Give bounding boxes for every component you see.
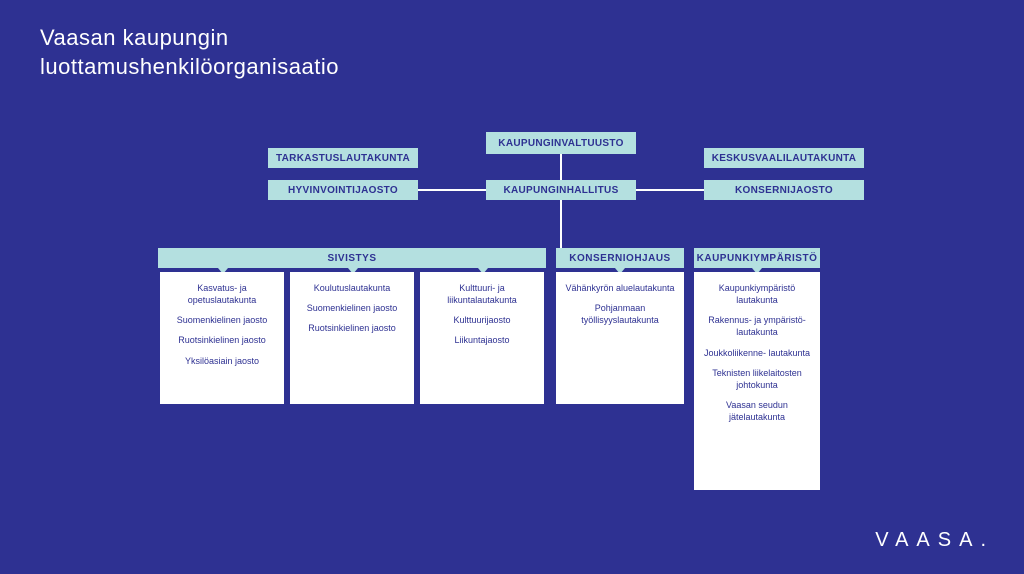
panel-item: Pohjanmaan työllisyyslautakunta xyxy=(562,302,678,326)
node-keskusvaalilautakunta: KESKUSVAALILAUTAKUNTA xyxy=(704,148,864,168)
logo-text: VAASA xyxy=(875,529,980,551)
logo-dot: . xyxy=(980,529,986,551)
panel-kaupunkiymparisto: Kaupunkiympäristö lautakunta Rakennus- j… xyxy=(694,272,820,490)
panel-item: Yksilöasiain jaosto xyxy=(166,355,278,367)
panel-item: Koulutuslautakunta xyxy=(296,282,408,294)
connector xyxy=(560,152,562,180)
panel-item: Teknisten liikelaitosten johtokunta xyxy=(700,367,814,391)
connector xyxy=(560,198,562,248)
panel-item: Kasvatus- ja opetuslautakunta xyxy=(166,282,278,306)
connector xyxy=(635,189,705,191)
panel-item: Suomenkielinen jaosto xyxy=(296,302,408,314)
node-kaupunginvaltuusto: KAUPUNGINVALTUUSTO xyxy=(486,132,636,154)
panel-item: Kaupunkiympäristö lautakunta xyxy=(700,282,814,306)
panel-item: Ruotsinkielinen jaosto xyxy=(296,322,408,334)
brand-logo: VAASA. xyxy=(875,529,986,552)
connector xyxy=(417,189,487,191)
node-konsernijaosto: KONSERNIJAOSTO xyxy=(704,180,864,200)
panel-konserniohjaus: Vähänkyrön aluelautakunta Pohjanmaan työ… xyxy=(556,272,684,404)
header-kaupunkiymparisto: KAUPUNKIYMPÄRISTÖ xyxy=(694,248,820,268)
panel-sivistys-2: Koulutuslautakunta Suomenkielinen jaosto… xyxy=(290,272,414,404)
header-konserniohjaus: KONSERNIOHJAUS xyxy=(556,248,684,268)
org-chart: KAUPUNGINVALTUUSTO TARKASTUSLAUTAKUNTA K… xyxy=(0,0,1024,574)
header-sivistys: SIVISTYS xyxy=(158,248,546,268)
panel-item: Vähänkyrön aluelautakunta xyxy=(562,282,678,294)
panel-sivistys-3: Kulttuuri- ja liikuntalautakunta Kulttuu… xyxy=(420,272,544,404)
panel-item: Ruotsinkielinen jaosto xyxy=(166,334,278,346)
node-hyvinvointijaosto: HYVINVOINTIJAOSTO xyxy=(268,180,418,200)
panel-sivistys-1: Kasvatus- ja opetuslautakunta Suomenkiel… xyxy=(160,272,284,404)
panel-item: Vaasan seudun jätelautakunta xyxy=(700,399,814,423)
node-kaupunginhallitus: KAUPUNGINHALLITUS xyxy=(486,180,636,200)
panel-item: Kulttuuri- ja liikuntalautakunta xyxy=(426,282,538,306)
panel-item: Rakennus- ja ympäristö- lautakunta xyxy=(700,314,814,338)
panel-item: Liikuntajaosto xyxy=(426,334,538,346)
panel-item: Kulttuurijaosto xyxy=(426,314,538,326)
panel-item: Joukkoliikenne- lautakunta xyxy=(700,347,814,359)
node-tarkastuslautakunta: TARKASTUSLAUTAKUNTA xyxy=(268,148,418,168)
panel-item: Suomenkielinen jaosto xyxy=(166,314,278,326)
